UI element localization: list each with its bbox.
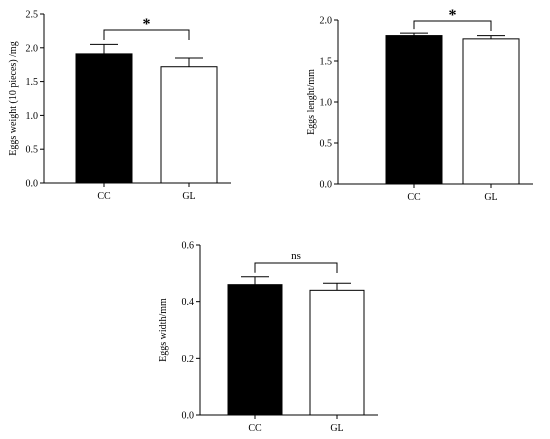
- y-tick-label: 1.5: [320, 57, 333, 68]
- bar-gl: [462, 38, 520, 185]
- y-axis-label: Eggs weight (10 pieces) /mg: [8, 41, 19, 155]
- y-axis-label: Eggs lenght/mm: [306, 69, 317, 135]
- significance-bracket: [254, 262, 338, 273]
- significance-label: *: [143, 16, 151, 33]
- y-tick-label: 0.5: [26, 145, 39, 156]
- y-tick-label: 0.0: [182, 411, 195, 422]
- y-tick-label: 1.5: [26, 77, 39, 88]
- y-axis-label: Eggs width/mm: [158, 298, 169, 362]
- significance-label: ns: [291, 250, 301, 262]
- chart-3: 0.0 0.2 0.4 0.6 CC GL ns Eggs width/mm: [158, 241, 378, 434]
- bar-cc: [385, 35, 443, 185]
- bar-cc: [75, 53, 133, 184]
- significance-bracket: [103, 29, 190, 40]
- x-tick-label-gl: GL: [484, 192, 497, 203]
- bar-gl: [309, 289, 365, 416]
- y-tick-label: 2.0: [26, 43, 39, 54]
- significance-label: *: [449, 7, 457, 24]
- x-tick-label-gl: GL: [182, 191, 195, 202]
- y-tick-label: 1.0: [26, 111, 39, 122]
- y-tick-label: 0.6: [182, 241, 195, 252]
- x-tick-label-gl: GL: [330, 423, 343, 434]
- y-tick-label: 0.4: [182, 297, 195, 308]
- x-tick-label-cc: CC: [248, 423, 262, 434]
- y-tick-label: 2.5: [26, 10, 39, 21]
- chart-1: 0.0 0.5 1.0 1.5 2.0 2.5 CC GL * Eggs weight (10 p…: [8, 10, 231, 202]
- bar-cc: [227, 284, 283, 416]
- y-tick-label: 0.5: [320, 139, 333, 150]
- x-tick-label-cc: CC: [97, 191, 111, 202]
- y-tick-label: 2.0: [320, 16, 333, 27]
- bar-gl: [160, 66, 218, 184]
- significance-bracket: [413, 20, 492, 31]
- y-tick-label: 0.0: [26, 179, 39, 190]
- y-tick-label: 0.0: [320, 180, 333, 191]
- y-tick-label: 0.2: [182, 354, 195, 365]
- y-tick-label: 1.0: [320, 98, 333, 109]
- chart-2: 0.0 0.5 1.0 1.5 2.0 CC GL * Eggs lenght/mm: [306, 7, 533, 203]
- x-tick-label-cc: CC: [407, 192, 421, 203]
